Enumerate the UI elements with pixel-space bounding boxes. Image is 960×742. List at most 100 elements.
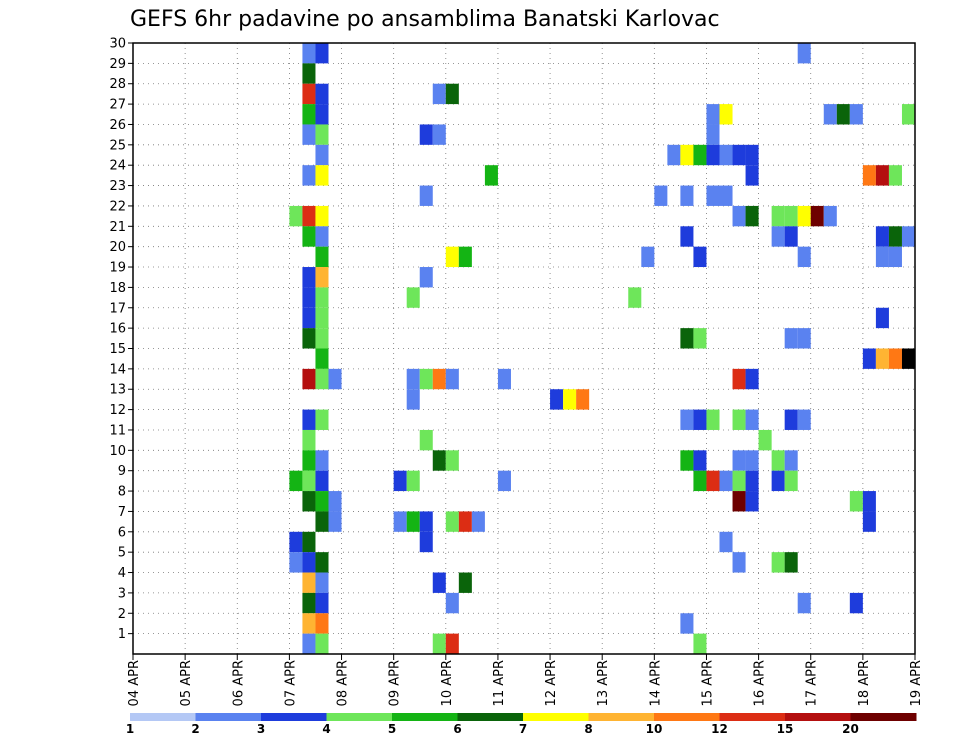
x-tick-label: 10 APR: [440, 660, 455, 706]
heatmap-cell: [315, 368, 329, 390]
heatmap-cell: [693, 144, 707, 166]
heatmap-cell: [302, 470, 316, 492]
heatmap-cell: [315, 552, 329, 573]
heatmap-cell: [888, 165, 902, 186]
heatmap-cell: [849, 491, 863, 512]
x-tick-label: 14 APR: [648, 660, 663, 706]
heatmap-cell: [302, 633, 316, 654]
heatmap-cell: [315, 572, 329, 593]
heatmap-cell: [419, 511, 433, 532]
heatmap-cell: [680, 185, 694, 206]
heatmap-cell: [732, 144, 746, 166]
heatmap-cell: [419, 185, 433, 206]
heatmap-cell: [641, 246, 655, 268]
y-tick-label: 29: [109, 57, 126, 72]
legend-swatch: [326, 713, 393, 721]
x-tick-label: 08 APR: [336, 660, 351, 706]
legend-swatch: [130, 713, 196, 721]
heatmap-cell: [706, 470, 720, 492]
y-tick-label: 16: [109, 322, 126, 337]
heatmap-cell: [302, 124, 316, 145]
heatmap-cell: [745, 205, 759, 227]
heatmap-cell: [458, 246, 472, 268]
y-tick-label: 4: [118, 566, 126, 581]
heatmap-cell: [680, 226, 694, 247]
legend-label: 12: [711, 722, 728, 736]
heatmap-cell: [693, 470, 707, 492]
heatmap-cell: [797, 205, 811, 227]
heatmap-cell: [302, 43, 316, 64]
heatmap-cell: [680, 613, 694, 634]
heatmap-cell: [445, 511, 459, 532]
heatmap-cell: [888, 246, 902, 268]
heatmap-cell: [693, 450, 707, 471]
heatmap-cell: [315, 165, 329, 186]
heatmap-cell: [810, 205, 824, 227]
heatmap-cell: [693, 409, 707, 430]
heatmap-cell: [302, 368, 316, 390]
heatmap-cell: [315, 104, 329, 125]
heatmap-cell: [888, 348, 902, 369]
x-tick-label: 04 APR: [127, 660, 142, 706]
heatmap-cell: [745, 491, 759, 512]
y-tick-label: 22: [109, 199, 126, 214]
heatmap-cell: [784, 226, 798, 247]
legend-swatch: [588, 713, 655, 721]
heatmap-cell: [758, 429, 772, 451]
heatmap-cell: [315, 450, 329, 471]
heatmap-cell: [706, 124, 720, 145]
heatmap-cell: [315, 226, 329, 247]
heatmap-cell: [563, 389, 577, 410]
legend-swatch: [261, 713, 327, 721]
heatmap-cell: [445, 633, 459, 654]
heatmap-cell: [732, 491, 746, 512]
heatmap-cell: [432, 83, 446, 105]
heatmap-cell: [875, 246, 889, 268]
heatmap-cell: [302, 205, 316, 227]
heatmap-cell: [849, 592, 863, 614]
heatmap-cell: [771, 226, 785, 247]
heatmap-cell: [302, 63, 316, 84]
heatmap-cell: [315, 144, 329, 166]
heatmap-cell: [289, 531, 303, 553]
legend-label: 7: [519, 722, 527, 736]
heatmap-cell: [458, 572, 472, 593]
heatmap-cell: [315, 83, 329, 105]
x-tick-label: 12 APR: [544, 660, 559, 706]
heatmap-cell: [315, 328, 329, 349]
heatmap-cell: [706, 409, 720, 430]
heatmap-cell: [706, 144, 720, 166]
heatmap-cell: [302, 267, 316, 288]
heatmap-cell: [719, 470, 733, 492]
heatmap-cell: [654, 185, 668, 206]
heatmap-cell: [745, 368, 759, 390]
heatmap-cell: [732, 552, 746, 573]
legend-swatch: [392, 713, 458, 721]
heatmap-cell: [302, 287, 316, 308]
heatmap-cell: [419, 531, 433, 553]
heatmap-cell: [315, 205, 329, 227]
heatmap-cell: [315, 287, 329, 308]
y-tick-label: 3: [118, 586, 126, 601]
heatmap-cell: [432, 633, 446, 654]
heatmap-cell: [576, 389, 590, 410]
y-tick-label: 11: [109, 423, 126, 438]
heatmap-cell: [315, 348, 329, 369]
heatmap-cell: [419, 267, 433, 288]
heatmap-cell: [849, 104, 863, 125]
heatmap-cell: [550, 389, 564, 410]
heatmap-cell: [315, 511, 329, 532]
heatmap-cell: [419, 124, 433, 145]
grid-lines: [133, 43, 915, 654]
y-tick-label: 9: [118, 464, 126, 479]
x-tick-label: 06 APR: [231, 660, 246, 706]
legend-swatch: [195, 713, 262, 721]
heatmap-cell: [445, 368, 459, 390]
heatmap-cell: [901, 226, 915, 247]
legend-label: 6: [453, 722, 461, 736]
y-tick-label: 7: [118, 505, 126, 520]
heatmap-cell: [302, 409, 316, 430]
y-tick-label: 28: [109, 77, 126, 92]
x-tick-label: 18 APR: [857, 660, 872, 706]
